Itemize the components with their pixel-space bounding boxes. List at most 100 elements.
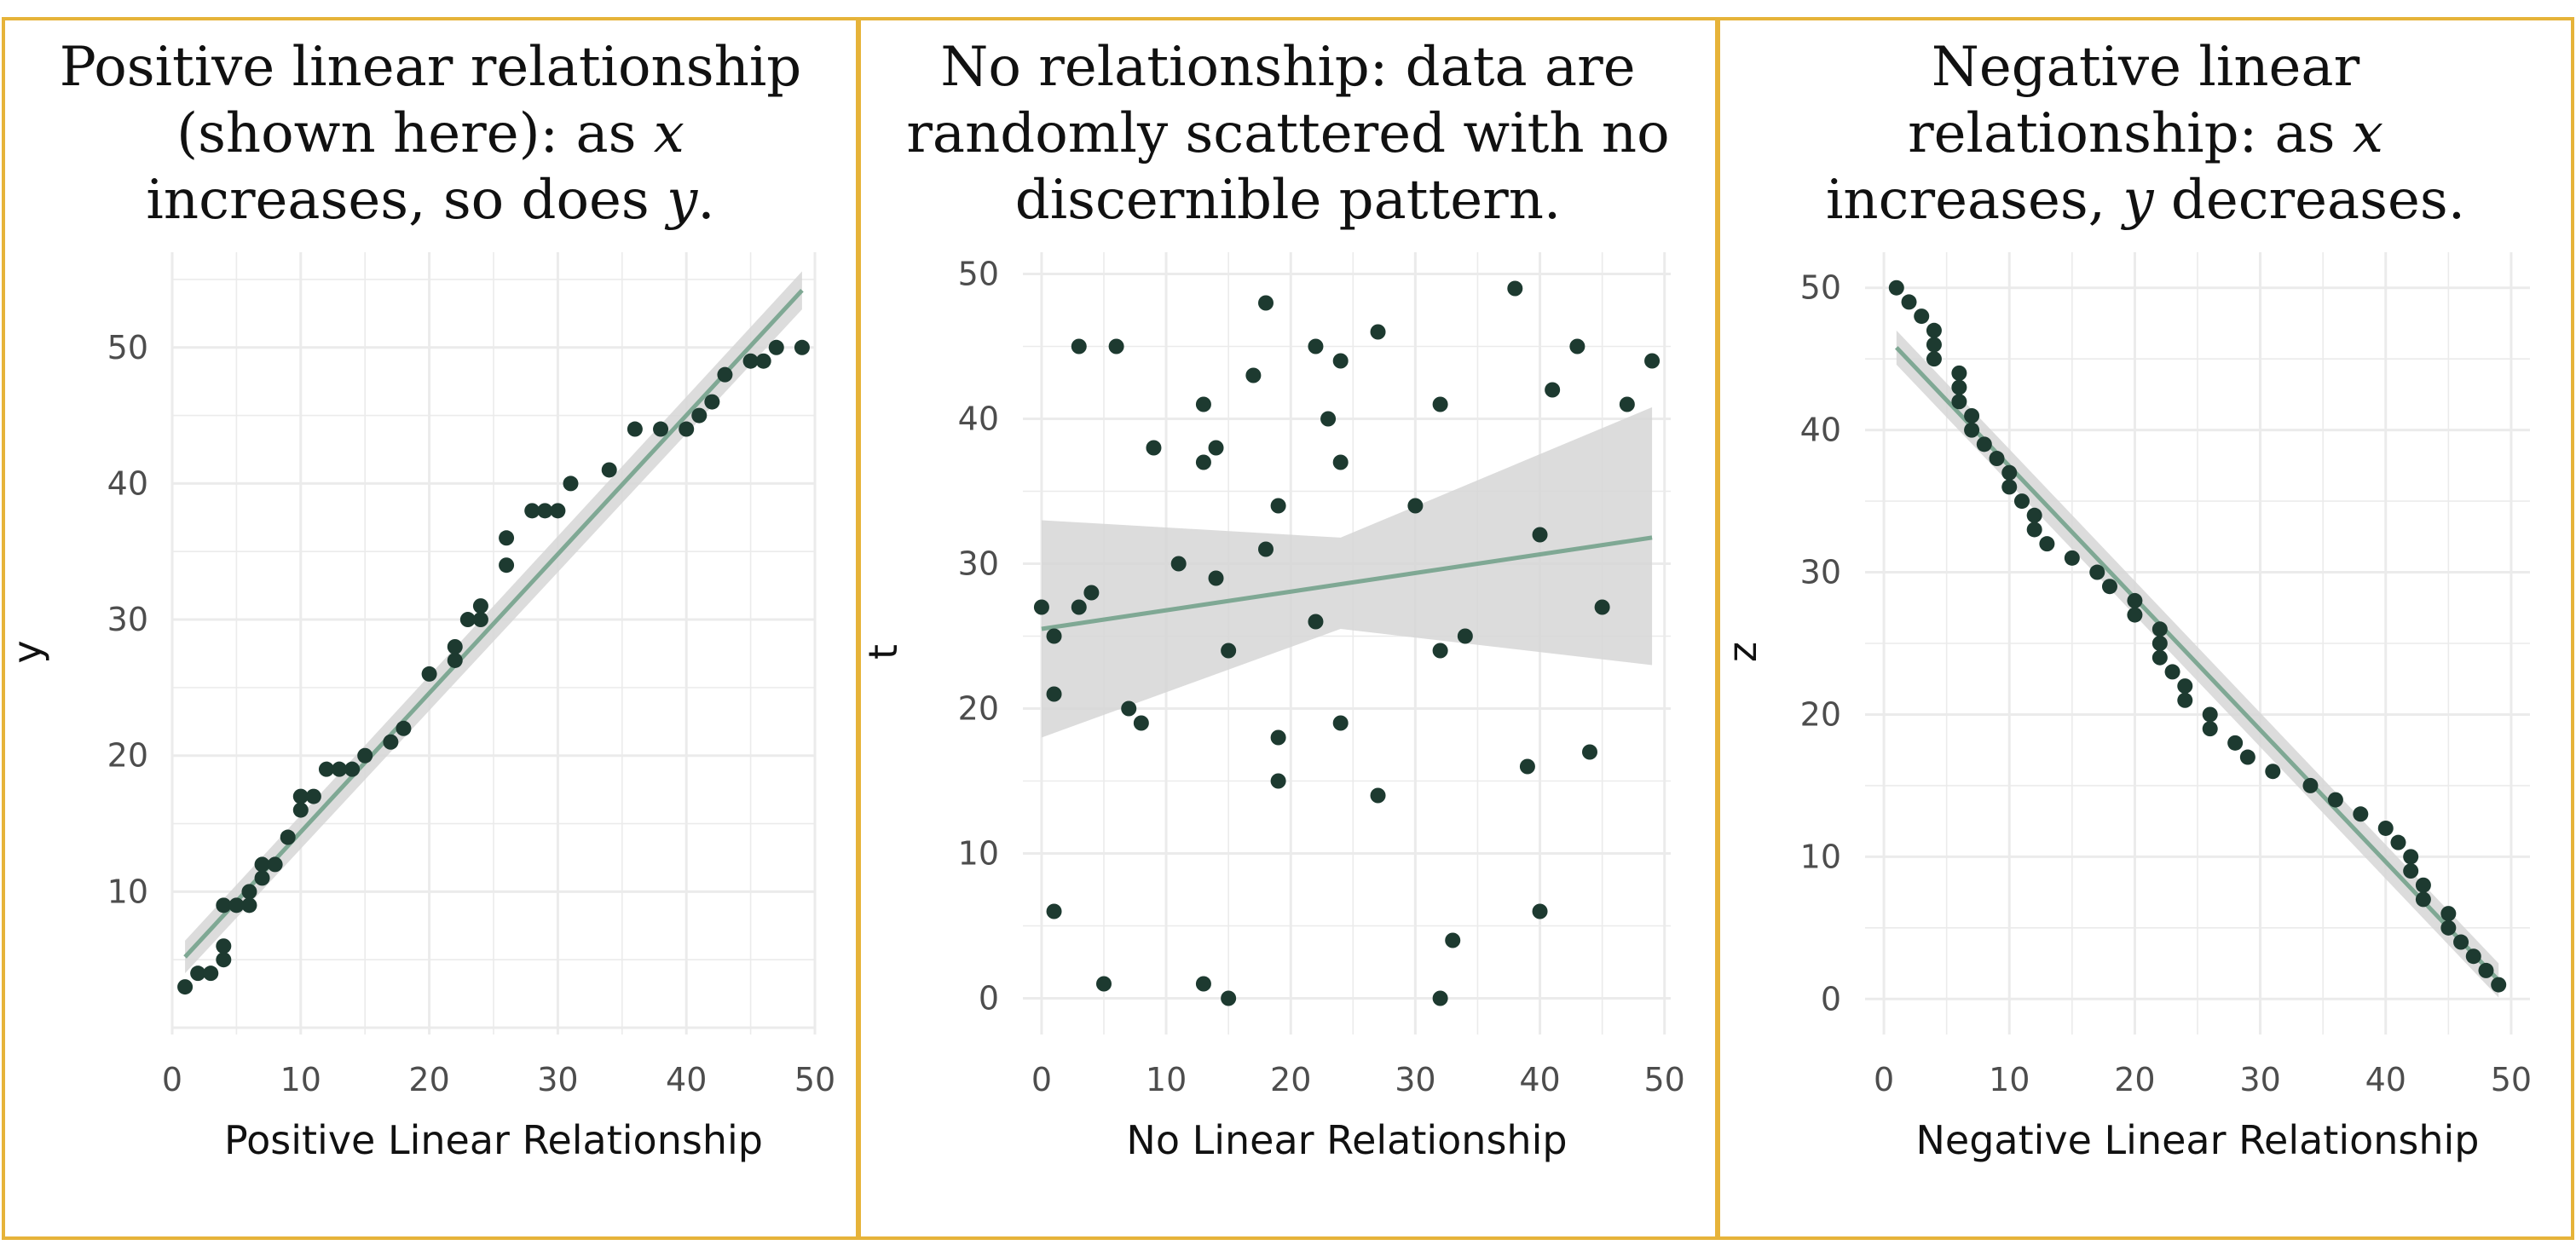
data-point [2064,550,2080,566]
data-point [344,761,361,777]
data-point [1532,527,1548,543]
title-text: increases, [1825,169,2123,232]
x-axis-label: Positive Linear Relationship [224,1117,763,1163]
title-text: randomly scattered with no [906,102,1670,165]
data-point [357,747,373,764]
data-point [1457,628,1473,644]
data-point [2302,777,2319,793]
data-point [1170,556,1187,572]
data-point [1926,351,1942,367]
data-point [241,897,257,914]
data-point [2127,607,2143,623]
y-tick-label: 10 [107,873,148,910]
y-tick-label: 20 [107,737,148,775]
x-tick-label: 40 [2365,1061,2406,1098]
data-point [1951,394,1967,410]
title-line: randomly scattered with no [871,101,1705,167]
data-point [2164,664,2180,680]
data-point [1096,976,1112,992]
data-point [2440,906,2457,922]
data-point [1545,382,1561,398]
data-point [2227,735,2244,751]
data-point [1108,338,1124,354]
title-text: . [697,169,715,232]
data-point [292,788,309,804]
data-point [2039,536,2055,552]
data-point [2127,592,2143,608]
data-point [2353,806,2369,822]
x-tick-label: 20 [408,1061,449,1098]
data-point [1258,541,1274,557]
data-point [1901,294,1917,310]
data-point [499,530,515,546]
y-tick-label: 50 [958,256,999,293]
data-point [447,652,463,668]
y-tick-label: 0 [1821,980,1841,1017]
data-point [228,897,245,914]
panel-negative: Negative linear relationship: as x increas… [1717,17,2574,1240]
data-point [216,897,232,914]
data-point [679,421,695,437]
data-point [1046,686,1062,702]
y-tick-label: 0 [979,980,999,1017]
y-axis-label: t [861,644,906,660]
data-points [1033,280,1661,1006]
data-point [1594,599,1610,615]
x-tick-label: 50 [2491,1061,2532,1098]
data-point [1976,436,1992,452]
y-tick-label: 30 [107,601,148,638]
title-line: discernible pattern. [871,167,1705,233]
data-point [254,870,270,886]
y-axis-label: z [1720,642,1765,662]
data-point [2440,919,2457,936]
data-point [1071,599,1087,615]
data-point [717,366,733,383]
data-point [2239,749,2255,765]
data-point [1121,700,1137,717]
title-text: No relationship: data are [940,36,1636,99]
data-point [1270,729,1286,746]
data-points [177,339,810,995]
title-text: x [653,102,684,165]
data-point [1407,498,1424,514]
data-point [1644,353,1661,369]
data-point [1046,628,1062,644]
title-text: y [2123,169,2154,232]
x-tick-label: 30 [537,1061,578,1098]
data-point [1964,407,1980,424]
data-point [2377,820,2394,836]
data-point [2465,948,2481,965]
data-point [742,353,759,369]
x-tick-label: 0 [162,1061,182,1098]
data-point [2415,891,2431,908]
data-point [267,856,283,873]
data-point [2177,678,2193,695]
data-point [1046,903,1062,919]
data-point [537,503,553,519]
data-point [1071,338,1087,354]
data-point [447,638,463,654]
data-point [1195,976,1211,992]
y-tick-label: 20 [958,690,999,728]
panel-title: Positive linear relationship (shown here)… [5,34,856,233]
data-point [1332,353,1349,369]
data-point [524,503,540,519]
data-point [2001,479,2018,495]
panel-title: No relationship: data are randomly scatte… [861,34,1715,233]
data-point [2403,849,2419,865]
y-tick-label: 30 [958,545,999,583]
data-point [1270,773,1286,789]
scatter-plot-positive: 0 10 20 30 40 50 10 20 30 40 50 Positive Linear Rel… [5,252,835,1163]
data-point [1208,570,1224,586]
y-tick-label: 30 [1800,554,1841,591]
data-point [2202,706,2218,723]
data-point [1332,715,1349,731]
data-point [1445,932,1461,948]
data-point [1308,614,1324,630]
data-point [292,802,309,818]
title-text: Negative linear [1931,36,2360,99]
y-tick-label: 40 [958,401,999,438]
title-line: increases, so does y. [15,167,846,233]
data-point [1221,990,1237,1006]
data-point [563,476,579,492]
